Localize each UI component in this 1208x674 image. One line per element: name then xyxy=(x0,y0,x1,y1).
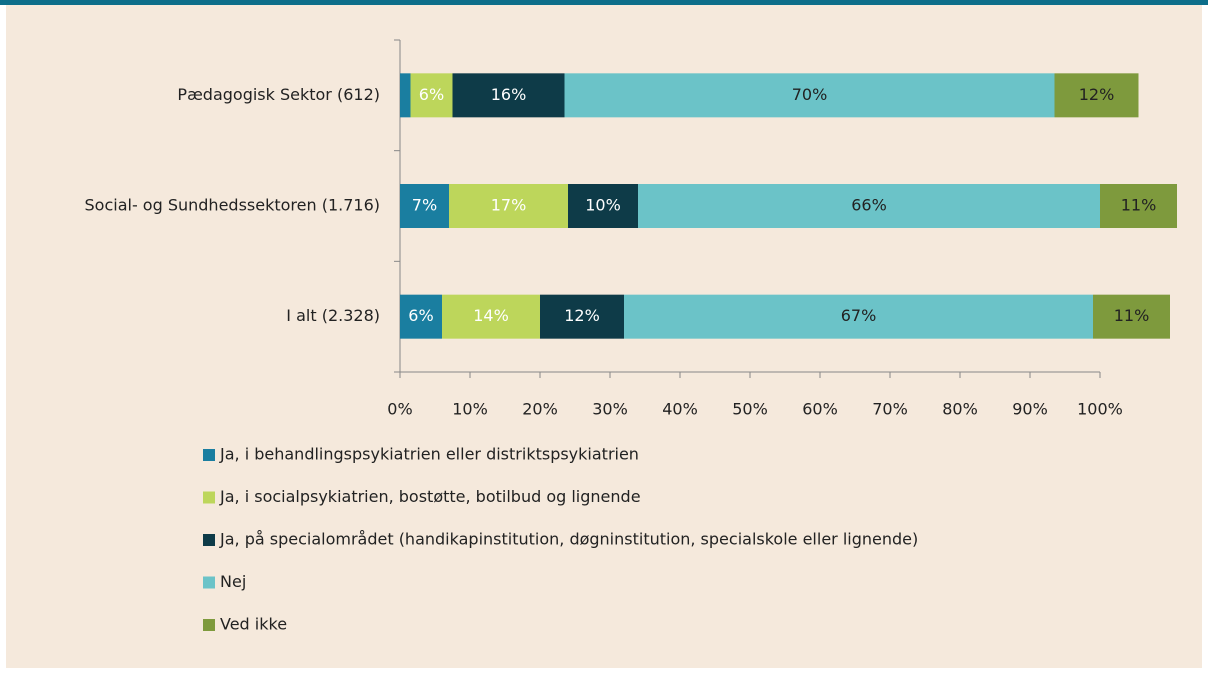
data-label: 67% xyxy=(841,306,877,325)
bar-segment xyxy=(400,294,442,339)
data-label: 6% xyxy=(408,306,433,325)
category-label: Pædagogisk Sektor (612) xyxy=(177,85,380,104)
x-tick-label: 40% xyxy=(662,400,698,419)
x-tick-label: 20% xyxy=(522,400,558,419)
bar-segment xyxy=(638,184,1100,228)
bar-segment xyxy=(540,294,624,339)
data-label: 17% xyxy=(491,196,527,215)
data-label: 16% xyxy=(491,85,527,104)
data-label: 11% xyxy=(1114,306,1150,325)
legend-label: Nej xyxy=(220,572,246,591)
bar-segment xyxy=(1054,73,1139,118)
legend-label: Ja, i socialpsykiatrien, bostøtte, botil… xyxy=(219,487,641,506)
data-label: 70% xyxy=(792,85,828,104)
data-label: 10% xyxy=(585,196,621,215)
legend-swatch xyxy=(203,534,215,546)
data-label: 11% xyxy=(1121,196,1157,215)
x-tick-label: 50% xyxy=(732,400,768,419)
bar-segment xyxy=(564,73,1055,118)
bar-segment xyxy=(624,294,1093,339)
legend-swatch xyxy=(203,576,215,589)
bar-segment xyxy=(400,184,449,228)
legend-label: Ja, i behandlingspsykiatrien eller distr… xyxy=(219,445,639,464)
legend-label: Ved ikke xyxy=(220,615,287,634)
data-label: 12% xyxy=(564,306,600,325)
data-label: 7% xyxy=(412,196,437,215)
category-label: I alt (2.328) xyxy=(286,306,380,325)
x-tick-label: 0% xyxy=(387,400,412,419)
x-tick-label: 60% xyxy=(802,400,838,419)
legend-swatch xyxy=(203,449,215,461)
bar-segment xyxy=(1100,184,1177,228)
data-label: 14% xyxy=(473,306,509,325)
data-label: 12% xyxy=(1079,85,1115,104)
data-label: 6% xyxy=(419,85,444,104)
bar-segment xyxy=(400,73,411,118)
legend-swatch xyxy=(203,491,215,504)
bar-segment xyxy=(1093,294,1170,339)
bar-segment xyxy=(452,73,565,118)
x-tick-label: 30% xyxy=(592,400,628,419)
x-tick-label: 10% xyxy=(452,400,488,419)
top-border xyxy=(0,0,1208,5)
category-label: Social- og Sundhedssektoren (1.716) xyxy=(85,196,381,215)
x-tick-label: 70% xyxy=(872,400,908,419)
bar-segment xyxy=(442,294,540,339)
legend-swatch xyxy=(203,619,215,631)
bar-segment xyxy=(410,73,453,118)
bar-segment xyxy=(449,184,568,228)
x-tick-label: 90% xyxy=(1012,400,1048,419)
bar-segment xyxy=(568,184,638,228)
x-tick-label: 100% xyxy=(1077,400,1123,419)
legend-label: Ja, på specialområdet (handikapinstituti… xyxy=(219,530,918,549)
x-tick-label: 80% xyxy=(942,400,978,419)
data-label: 66% xyxy=(851,196,887,215)
